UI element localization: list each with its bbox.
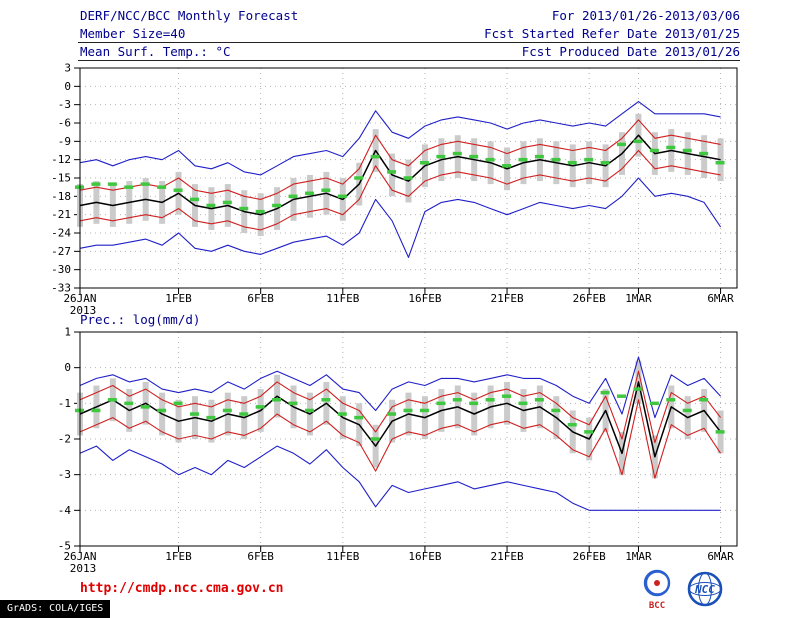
- ncc-logo-label: NCC: [694, 583, 715, 596]
- svg-text:11FEB: 11FEB: [326, 292, 359, 305]
- svg-text:1: 1: [64, 326, 71, 339]
- svg-text:0: 0: [64, 361, 71, 374]
- temperature-chart-title: Mean Surf. Temp.: °C: [80, 44, 231, 59]
- member-size-label: Member Size=40: [80, 26, 186, 41]
- header-divider-1: [78, 42, 740, 43]
- svg-text:-27: -27: [51, 245, 71, 258]
- svg-text:2013: 2013: [70, 304, 97, 317]
- bcc-logo-swirl: [645, 571, 666, 595]
- svg-text:-3: -3: [58, 468, 71, 481]
- svg-text:-12: -12: [51, 153, 71, 166]
- header-divider-2: [78, 60, 740, 61]
- svg-text:-3: -3: [58, 98, 71, 111]
- bcc-logo-label: BCC: [649, 601, 665, 611]
- svg-text:21FEB: 21FEB: [490, 550, 523, 563]
- svg-text:3: 3: [64, 62, 71, 75]
- svg-text:26JAN: 26JAN: [63, 550, 96, 563]
- svg-text:2013: 2013: [70, 562, 97, 575]
- svg-text:6FEB: 6FEB: [247, 292, 274, 305]
- svg-text:26JAN: 26JAN: [63, 292, 96, 305]
- svg-text:16FEB: 16FEB: [408, 292, 441, 305]
- header-row-3: Mean Surf. Temp.: °C Fcst Produced Date …: [80, 45, 740, 59]
- svg-text:16FEB: 16FEB: [408, 550, 441, 563]
- svg-text:-30: -30: [51, 263, 71, 276]
- svg-text:6MAR: 6MAR: [707, 550, 734, 563]
- header-row-2: Member Size=40 Fcst Started Refer Date 2…: [80, 27, 740, 41]
- refer-date-label: Fcst Started Refer Date 2013/01/25: [484, 26, 740, 41]
- svg-text:1FEB: 1FEB: [165, 550, 192, 563]
- svg-text:6MAR: 6MAR: [707, 292, 734, 305]
- bcc-logo: BCC: [643, 569, 671, 611]
- precipitation-chart-title: Prec.: log(mm/d): [80, 312, 201, 327]
- svg-text:1MAR: 1MAR: [625, 550, 652, 563]
- ncc-logo: NCC: [687, 571, 723, 607]
- page-title: DERF/NCC/BCC Monthly Forecast: [80, 8, 299, 23]
- forecast-valid-range: For 2013/01/26-2013/03/06: [551, 8, 740, 23]
- svg-text:-21: -21: [51, 208, 71, 221]
- svg-text:-4: -4: [58, 504, 72, 517]
- svg-text:26FEB: 26FEB: [573, 550, 606, 563]
- svg-text:11FEB: 11FEB: [326, 550, 359, 563]
- bcc-logo-dot: [654, 580, 660, 586]
- produced-date-label: Fcst Produced Date 2013/01/26: [521, 44, 740, 59]
- svg-text:-33: -33: [51, 282, 71, 295]
- svg-text:-1: -1: [58, 397, 71, 410]
- svg-text:-5: -5: [58, 540, 71, 553]
- svg-text:-15: -15: [51, 172, 71, 185]
- temperature-chart: 3 0 -3 -6 -9 -12 -15 -18 -21 -24 -27 -30 -3326JAN201…: [51, 62, 738, 317]
- svg-text:1MAR: 1MAR: [625, 292, 652, 305]
- svg-text:-24: -24: [51, 227, 71, 240]
- svg-text:-9: -9: [58, 135, 71, 148]
- svg-text:6FEB: 6FEB: [247, 550, 274, 563]
- svg-text:21FEB: 21FEB: [490, 292, 523, 305]
- svg-text:-6: -6: [58, 117, 71, 130]
- bcc-logo-ring: [643, 569, 671, 597]
- svg-text:-2: -2: [58, 433, 71, 446]
- header-row-1: DERF/NCC/BCC Monthly Forecast For 2013/0…: [80, 9, 740, 23]
- ncc-logo-meridian: [698, 572, 712, 606]
- svg-text:1FEB: 1FEB: [165, 292, 192, 305]
- grads-credit: GrADS: COLA/IGES: [0, 600, 111, 618]
- svg-text:26FEB: 26FEB: [573, 292, 606, 305]
- source-url[interactable]: http://cmdp.ncc.cma.gov.cn: [80, 581, 284, 596]
- svg-text:0: 0: [64, 80, 71, 93]
- ncc-logo-latitude: [688, 582, 722, 596]
- svg-text:-18: -18: [51, 190, 71, 203]
